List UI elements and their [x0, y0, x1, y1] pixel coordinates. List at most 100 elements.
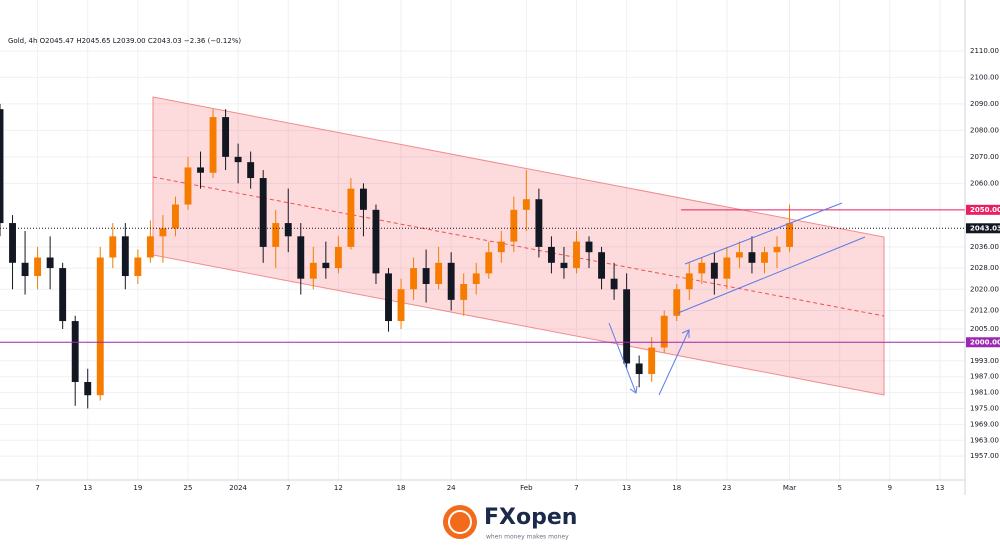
candle-body: [34, 257, 42, 277]
x-tick-label: 7: [35, 484, 39, 492]
candle-body: [710, 262, 718, 279]
candle-body: [635, 363, 643, 375]
candle-body: [422, 268, 430, 284]
price-label-box: [966, 223, 1000, 234]
candle-body: [748, 252, 756, 263]
y-tick-label: 1969.00: [970, 420, 999, 428]
y-tick-label: 2070.00: [970, 153, 999, 161]
candle-body: [723, 257, 731, 279]
trend-line: [677, 236, 866, 314]
candle-body: [410, 268, 418, 290]
candle-body: [184, 167, 192, 205]
arrow: [658, 329, 690, 396]
candle-body: [172, 204, 179, 229]
logo-icon-ring: [448, 510, 472, 534]
candle-body: [84, 381, 92, 396]
candle-body: [472, 273, 480, 284]
candle-body: [435, 262, 443, 284]
candle-body: [309, 262, 317, 279]
candle-body: [610, 278, 618, 290]
candle-body: [685, 273, 693, 290]
arrow-head: [629, 385, 638, 394]
candle-body: [385, 273, 392, 322]
candle-body: [773, 246, 781, 253]
candle-body: [497, 241, 505, 253]
price-label-box: [966, 204, 1000, 215]
candle-body: [660, 315, 668, 348]
candle-body: [222, 117, 230, 157]
candle-body: [96, 257, 104, 396]
candle-body: [560, 262, 568, 269]
candle-body: [673, 289, 681, 316]
y-tick-label: 1957.00: [970, 452, 999, 460]
x-tick-label: 18: [672, 484, 681, 492]
x-tick-label: 13: [935, 484, 944, 492]
candle-body: [485, 252, 493, 274]
candle-body: [259, 178, 267, 247]
y-tick-label: 1975.00: [970, 404, 999, 412]
x-tick-label: 12: [334, 484, 343, 492]
candle-body: [146, 236, 154, 258]
x-tick-label: 9: [888, 484, 892, 492]
price-label: 2000.00: [970, 338, 1000, 346]
tagline: when money makes money: [486, 534, 569, 541]
candle-body: [698, 262, 706, 274]
x-tick-label: Feb: [520, 484, 533, 492]
candle-body: [535, 199, 543, 247]
price-label-box: [966, 337, 1000, 348]
candle-body: [372, 209, 380, 274]
chart-title: Gold, 4h O2045.47 H2045.65 L2039.00 C204…: [8, 37, 241, 45]
y-tick-label: 2090.00: [970, 100, 999, 108]
y-tick-label: 2012.00: [970, 306, 999, 314]
candle-body: [547, 246, 555, 263]
x-tick-label: 7: [286, 484, 290, 492]
y-tick-label: 2005.00: [970, 325, 999, 333]
x-tick-label: 25: [184, 484, 193, 492]
candle-body: [21, 262, 29, 277]
x-tick-label: 13: [622, 484, 631, 492]
candle-body: [648, 347, 656, 375]
candle-body: [121, 236, 129, 277]
candle-body: [347, 188, 355, 247]
price-label: 2050.00: [970, 206, 1000, 214]
candle-body: [510, 209, 518, 242]
candle-body: [284, 223, 292, 237]
candle-body: [735, 252, 743, 258]
x-tick-label: 5: [837, 484, 841, 492]
arrow-head: [681, 329, 690, 338]
candle-body: [623, 289, 631, 364]
candle-body: [322, 262, 330, 269]
candle-body: [585, 241, 593, 253]
y-tick-label: 1981.00: [970, 389, 999, 397]
x-tick-label: 19: [133, 484, 142, 492]
candle-body: [59, 268, 67, 322]
x-tick-label: 2024: [229, 484, 247, 492]
candle-body: [573, 241, 580, 269]
candle-body: [0, 109, 4, 224]
candle-body: [109, 236, 117, 258]
x-tick-label: 7: [574, 484, 578, 492]
logo: FXopen when money makes money: [443, 505, 577, 541]
candle-body: [359, 188, 367, 210]
y-tick-label: 1987.00: [970, 373, 999, 381]
x-tick-label: 13: [83, 484, 92, 492]
y-tick-label: 1963.00: [970, 436, 999, 444]
y-tick-label: 2110.00: [970, 47, 999, 55]
candle-body: [46, 257, 54, 269]
annotations: [608, 202, 866, 396]
x-tick-label: 18: [397, 484, 406, 492]
candle-body: [197, 167, 204, 173]
x-tick-label: Mar: [783, 484, 796, 492]
trend-line: [684, 202, 843, 265]
arrow: [608, 322, 637, 394]
brand: FXopen: [484, 505, 577, 530]
candle-body: [9, 223, 16, 263]
price-label: 2043.03: [970, 224, 1000, 232]
x-tick-label: 23: [722, 484, 731, 492]
y-tick-label: 2080.00: [970, 126, 999, 134]
candle-body: [598, 252, 606, 279]
candle-body: [447, 262, 455, 300]
candle-body: [209, 117, 217, 173]
candle-body: [460, 283, 468, 300]
channel-midline: [152, 176, 885, 317]
